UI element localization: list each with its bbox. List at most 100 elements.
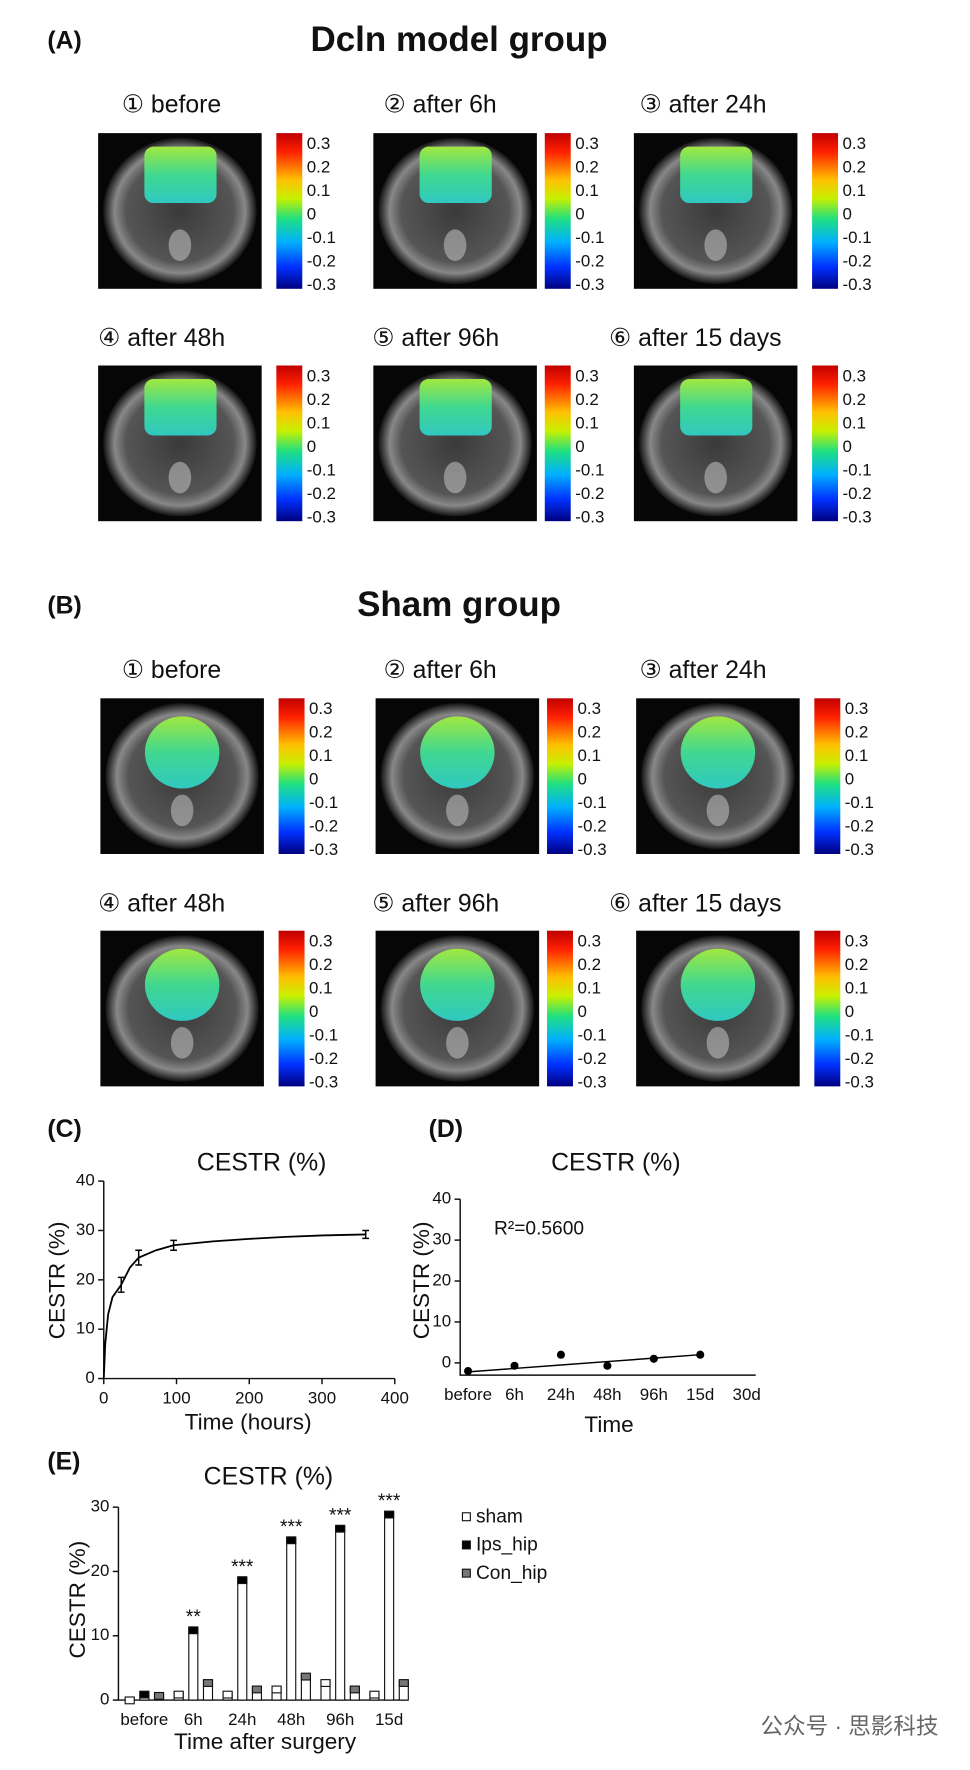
mri-image [636,698,800,854]
image-label: ⑥ after 15 days [609,890,781,917]
colorbar-tick-label: -0.2 [577,1049,606,1068]
y-axis-label: CESTR (%) [65,1541,90,1659]
colorbar-tick-label: -0.2 [845,1049,874,1068]
image-label: ③ after 24h [640,657,767,684]
colorbar-tick-label: 0 [575,437,584,456]
colorbar-tick-label: 0.2 [575,390,599,409]
colorbar-tick-label: 0 [845,1002,854,1021]
colorbar-tick-label: 0.1 [845,746,869,765]
colorbar-tick-label: 0.2 [843,390,867,409]
brainstem [168,461,192,494]
bar [188,1627,199,1701]
significance-label: ** [186,1607,201,1628]
bar [384,1511,395,1701]
x-tick-label: 96h [640,1385,668,1404]
y-tick-label: 10 [91,1625,110,1644]
cest-map [144,716,220,789]
image-label: ① before [122,657,221,684]
cest-map [144,948,220,1021]
bar [286,1537,297,1701]
x-tick-label: 100 [162,1388,190,1407]
brainstem [443,461,467,494]
bar-cap [251,1685,263,1694]
mri-image [633,365,798,522]
image-label: ⑥ after 15 days [609,325,781,352]
y-tick-label: 0 [100,1690,109,1709]
colorbar-tick-label: 0.3 [577,699,601,718]
image-label: ② after 6h [383,92,496,119]
x-tick-label: 24h [547,1385,575,1404]
colorbar-tick-label: -0.2 [307,484,336,503]
image-label: ⑤ after 96h [372,890,499,917]
colorbar-tick-label: 0 [309,770,318,789]
significance-label: *** [280,1517,303,1538]
mri-image [98,133,262,289]
panel-label: (A) [47,27,81,54]
y-tick-label: 20 [76,1269,95,1288]
bar-cap [124,1696,135,1705]
legend-label: sham [476,1506,523,1527]
y-tick-label: 20 [91,1561,110,1580]
colorbar-tick-label: 0.1 [307,413,331,432]
colorbar-tick-label: -0.1 [575,228,604,247]
colorbar-tick-label: 0.3 [845,931,869,950]
bar-cap [349,1685,360,1694]
colorbar [814,930,841,1087]
mri-image [100,930,264,1087]
colorbar-tick-label: 0.3 [575,134,599,153]
brainstem [704,461,727,494]
y-tick-label: 10 [76,1319,95,1338]
bar [335,1525,346,1701]
chart-title: CESTR (%) [197,1150,326,1177]
cest-map [680,948,756,1021]
mri-image [636,930,800,1087]
x-tick-label: 48h [277,1710,305,1729]
colorbar [812,133,839,289]
y-tick-label: 30 [432,1230,451,1249]
y-tick-label: 10 [432,1311,451,1330]
cest-map [144,379,217,436]
chart-label: (E) [47,1449,80,1476]
colorbar [814,698,841,854]
colorbar-tick-label: 0.2 [845,955,869,974]
colorbar-tick-label: 0.2 [845,723,869,742]
colorbar-tick-label: -0.3 [575,507,604,526]
colorbar-tick-label: 0 [843,204,852,223]
colorbar-tick-label: -0.1 [307,460,336,479]
colorbar-tick-label: -0.1 [575,460,604,479]
colorbar [278,698,305,854]
colorbar-tick-label: 0 [307,204,316,223]
colorbar-tick-label: 0 [577,1002,586,1021]
y-tick-label: 0 [85,1368,94,1387]
cest-map [144,146,217,204]
colorbar-tick-label: 0.3 [577,931,601,950]
colorbar [544,365,571,522]
colorbar-tick-label: 0.2 [307,390,331,409]
x-axis-label: Time [584,1412,633,1437]
legend-label: Ips_hip [476,1535,538,1556]
x-tick-label: 48h [593,1385,621,1404]
x-axis-label: Time after surgery [174,1729,357,1754]
y-tick-label: 30 [76,1220,95,1239]
legend-label: Con_hip [476,1563,547,1584]
brainstem [706,1026,730,1059]
colorbar-tick-label: 0 [843,437,852,456]
bar-cap [369,1690,380,1699]
cest-map [419,146,492,204]
colorbar-tick-label: 0.2 [575,157,599,176]
image-label: ① before [122,92,221,119]
annotation: R²=0.5600 [494,1219,584,1240]
colorbar-tick-label: 0.3 [307,134,331,153]
colorbar-tick-label: 0.3 [575,366,599,385]
panel-title: Sham group [357,585,561,624]
colorbar-tick-label: -0.2 [309,1049,338,1068]
colorbar-tick-label: 0 [575,204,584,223]
bar-cap [320,1679,331,1687]
colorbar-tick-label: -0.3 [307,507,336,526]
x-axis-label: Time (hours) [185,1410,312,1435]
colorbar [278,930,305,1087]
colorbar-tick-label: -0.2 [307,251,336,270]
colorbar-tick-label: -0.1 [843,460,872,479]
mri-image [98,365,262,522]
cest-map [680,716,756,789]
